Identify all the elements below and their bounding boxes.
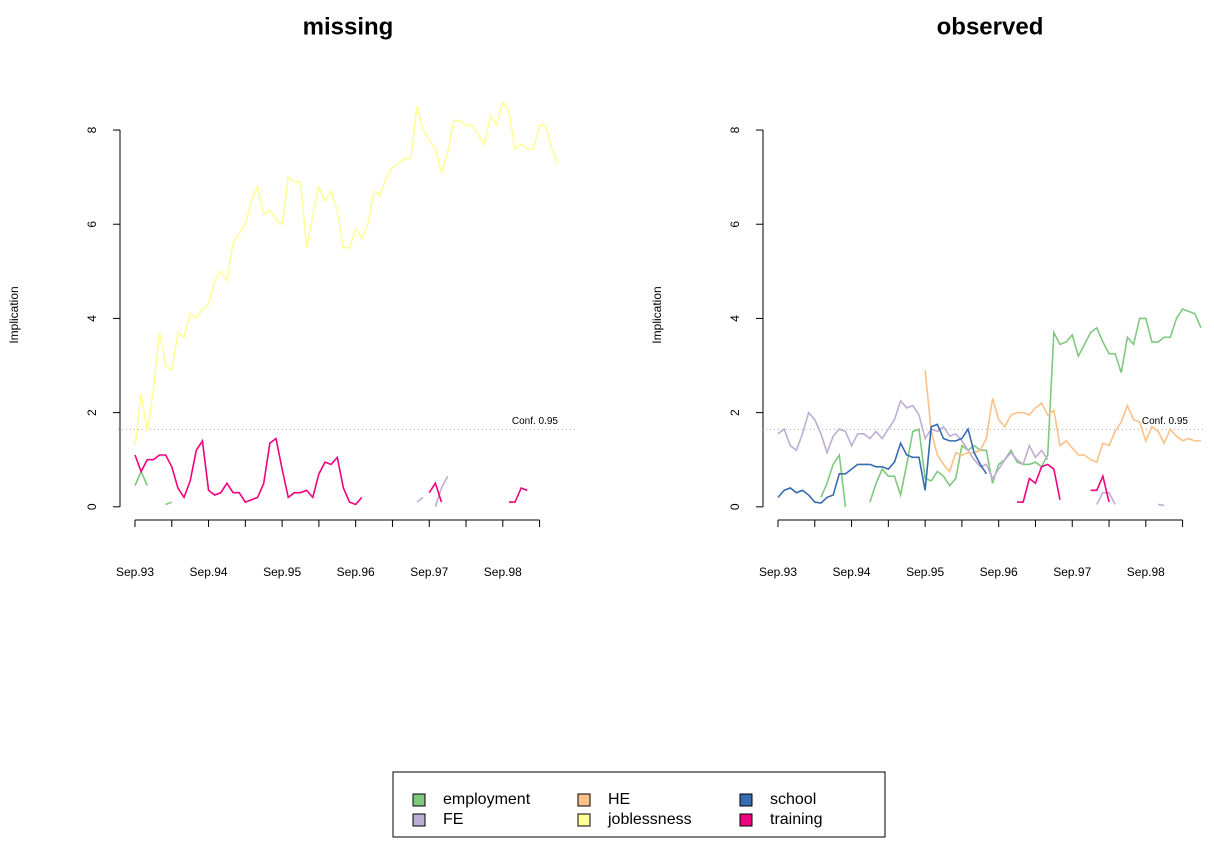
y-tick-label: 4 bbox=[85, 315, 99, 322]
x-tick-label: Sep.95 bbox=[906, 565, 944, 579]
legend-label: FE bbox=[443, 811, 463, 828]
legend-swatch bbox=[739, 813, 753, 827]
chart-title: observed bbox=[937, 13, 1044, 40]
legend-swatch bbox=[739, 793, 753, 807]
series-line bbox=[1017, 463, 1110, 503]
legend-swatch bbox=[577, 793, 591, 807]
series-line bbox=[134, 469, 173, 506]
series-line bbox=[134, 437, 528, 506]
conf-label: Conf. 0.95 bbox=[512, 416, 559, 427]
x-tick-label: Sep.95 bbox=[263, 565, 301, 579]
x-tick-label: Sep.96 bbox=[980, 565, 1018, 579]
legend-label: employment bbox=[443, 791, 531, 808]
chart-title: missing bbox=[303, 13, 394, 40]
conf-label: Conf. 0.95 bbox=[1142, 416, 1189, 427]
x-tick-label: Sep.97 bbox=[1053, 565, 1091, 579]
x-tick-label: Sep.96 bbox=[337, 565, 375, 579]
x-tick-label: Sep.98 bbox=[484, 565, 522, 579]
y-axis-label: Implication bbox=[650, 286, 664, 343]
y-tick-label: 0 bbox=[85, 503, 99, 510]
legend-label: school bbox=[770, 791, 816, 808]
series-line bbox=[777, 399, 1165, 507]
y-tick-label: 6 bbox=[85, 221, 99, 228]
y-tick-label: 2 bbox=[85, 409, 99, 416]
legend-label: training bbox=[770, 811, 822, 828]
series-line bbox=[820, 308, 1202, 507]
legend-swatch bbox=[412, 813, 426, 827]
y-tick-label: 0 bbox=[728, 503, 742, 510]
y-axis-label: Implication bbox=[7, 286, 21, 343]
series-line bbox=[924, 370, 1201, 474]
series-line bbox=[416, 475, 449, 508]
y-tick-label: 2 bbox=[728, 409, 742, 416]
x-tick-label: Sep.97 bbox=[410, 565, 448, 579]
y-tick-label: 8 bbox=[728, 126, 742, 133]
legend-swatch bbox=[577, 813, 591, 827]
legend-swatch bbox=[412, 793, 426, 807]
legend-label: HE bbox=[608, 791, 630, 808]
x-tick-label: Sep.98 bbox=[1127, 565, 1165, 579]
x-tick-label: Sep.94 bbox=[833, 565, 871, 579]
x-tick-label: Sep.94 bbox=[190, 565, 228, 579]
y-tick-label: 8 bbox=[85, 126, 99, 133]
legend-label: joblessness bbox=[607, 811, 692, 828]
x-tick-label: Sep.93 bbox=[759, 565, 797, 579]
y-tick-label: 6 bbox=[728, 221, 742, 228]
legend-box bbox=[392, 771, 886, 838]
x-tick-label: Sep.93 bbox=[116, 565, 154, 579]
series-line bbox=[777, 423, 988, 504]
series-line bbox=[134, 99, 559, 446]
y-tick-label: 4 bbox=[728, 315, 742, 322]
